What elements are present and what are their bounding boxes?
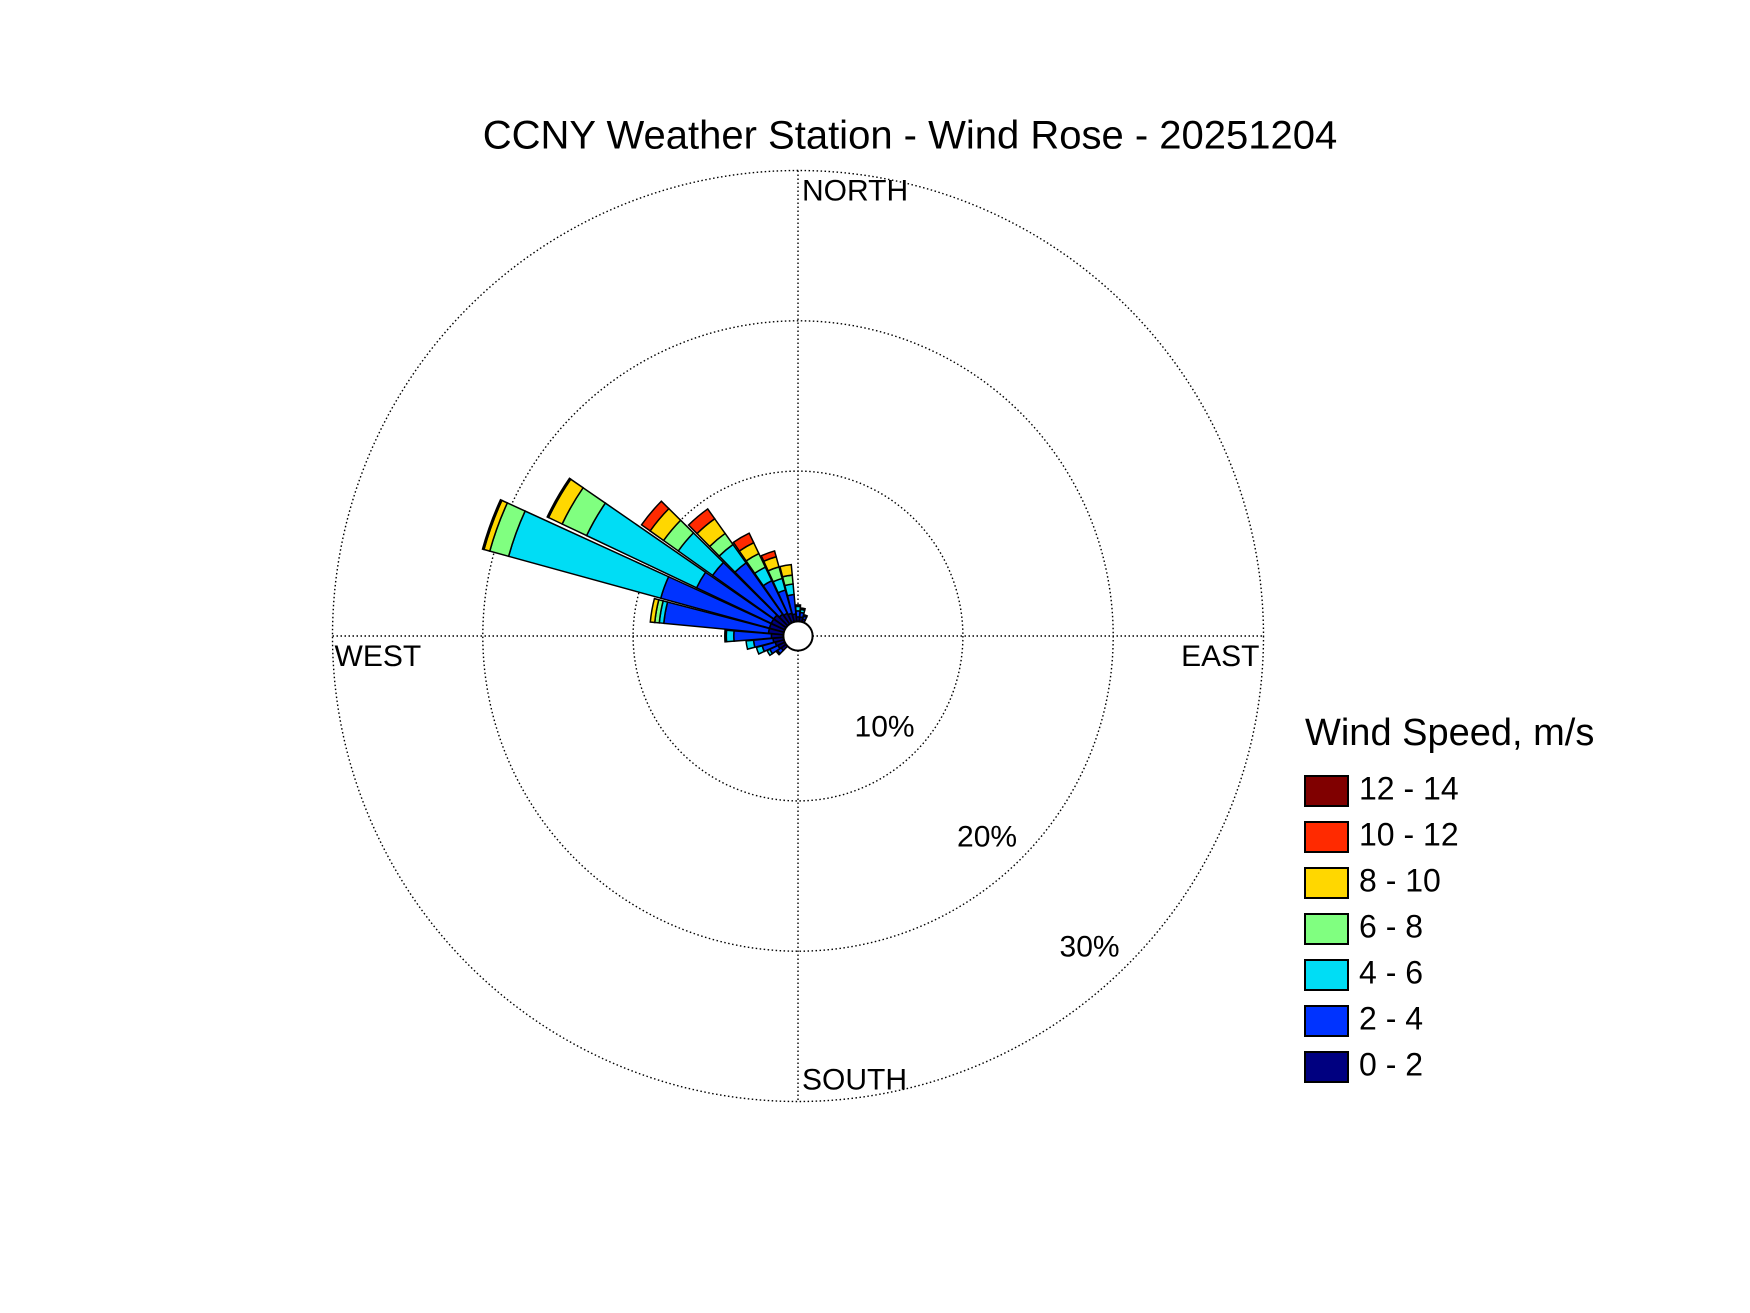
legend-swatch [1304,1005,1349,1037]
ring-label: 20% [957,821,1017,854]
legend-label: 2 - 4 [1359,1000,1423,1036]
direction-label: EAST [1181,640,1259,673]
wind-segment [794,604,802,608]
wind-segment [779,563,794,578]
legend-label: 4 - 6 [1359,954,1423,990]
wind-segment [687,507,716,535]
direction-label: NORTH [802,174,908,207]
direction-label: WEST [335,640,422,673]
direction-label: SOUTH [802,1063,907,1096]
wind-segment [760,549,778,563]
legend-swatch [1304,775,1349,807]
legend-swatch [1304,1051,1349,1083]
legend-swatch [1304,867,1349,899]
wind-segment [799,607,807,612]
wind-segment [802,613,809,619]
legend-label: 10 - 12 [1359,816,1459,852]
legend-swatch [1304,959,1349,991]
wind-segment [732,532,755,553]
wind-segment [745,639,756,651]
legend-label: 8 - 10 [1359,862,1441,898]
wind-segment [725,629,735,643]
center-hole [782,620,814,652]
legend-swatch [1304,913,1349,945]
wind-segment [640,500,670,532]
ring-label: 10% [855,711,915,744]
wind-segment [649,597,660,624]
legend-title: Wind Speed, m/s [1305,712,1594,754]
legend-label: 6 - 8 [1359,908,1423,944]
chart-title: CCNY Weather Station - Wind Rose - 20251… [483,114,1338,158]
ring-label: 30% [1060,931,1120,964]
legend-swatch [1304,821,1349,853]
wind-segment [546,477,572,519]
wind-segment [724,629,728,643]
legend-label: 0 - 2 [1359,1046,1423,1082]
legend-label: 12 - 14 [1359,770,1459,806]
